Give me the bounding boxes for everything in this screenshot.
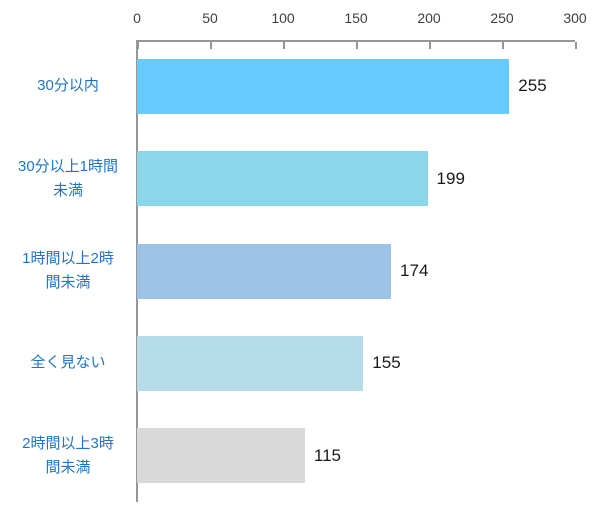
x-axis-line	[137, 40, 575, 42]
category-label: 30分以内	[37, 77, 99, 95]
bar	[137, 428, 305, 484]
value-label: 115	[313, 445, 341, 465]
x-tick-mark	[356, 42, 358, 49]
x-tick-mark	[575, 42, 577, 49]
value-label: 255	[518, 76, 547, 96]
x-tick-mark	[283, 42, 285, 49]
bar	[137, 243, 392, 299]
x-tick-label: 200	[417, 10, 441, 26]
x-tick-label: 100	[271, 10, 295, 26]
category-label: 2時間以上3時 間未満	[22, 434, 114, 476]
x-tick-label: 0	[133, 10, 141, 26]
x-tick-mark	[429, 42, 431, 49]
x-tick-label: 50	[202, 10, 218, 26]
x-tick-mark	[502, 42, 504, 49]
x-tick-label: 300	[563, 10, 587, 26]
x-tick-label: 250	[490, 10, 514, 26]
value-label: 155	[372, 353, 401, 373]
x-tick-mark	[137, 42, 139, 49]
x-tick-label: 150	[344, 10, 368, 26]
bar	[137, 58, 510, 114]
category-label: 30分以上1時間 未満	[17, 157, 119, 199]
bar	[137, 335, 364, 391]
category-label: 全く見ない	[30, 354, 106, 372]
category-label: 1時間以上2時 間未満	[22, 249, 114, 291]
value-label: 174	[400, 261, 429, 280]
value-label: 199	[436, 168, 465, 188]
x-tick-mark	[210, 42, 212, 49]
bar	[137, 151, 428, 207]
